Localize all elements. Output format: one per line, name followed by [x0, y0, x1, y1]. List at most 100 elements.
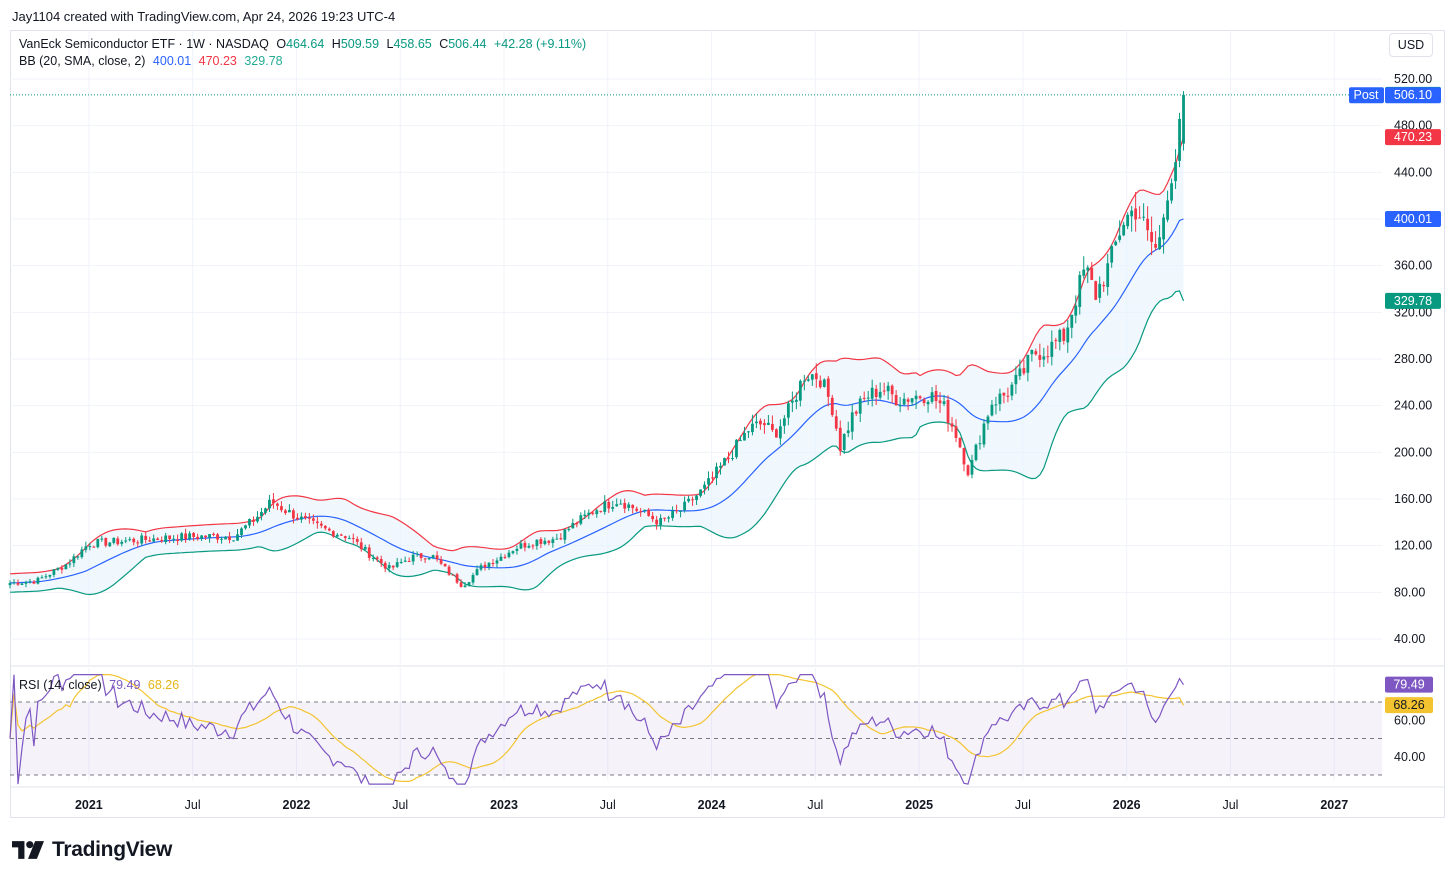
candle-body [20, 583, 24, 585]
candle-body [998, 393, 1002, 405]
candle-body [1078, 274, 1082, 307]
candle-body [232, 540, 235, 542]
candle-body [882, 390, 886, 392]
candle-body [1174, 162, 1177, 182]
candle-body [575, 523, 579, 525]
candle-body [335, 534, 339, 537]
candle-body [1094, 281, 1098, 300]
bb-upper-value: 470.23 [198, 54, 237, 68]
candle-body [1082, 269, 1086, 276]
candle-body [60, 567, 64, 570]
candle-body [671, 510, 675, 518]
candle-body [435, 555, 439, 560]
candle-body [451, 574, 455, 576]
price-tick-label: 40.00 [1394, 632, 1425, 646]
currency-button[interactable]: USD [1389, 33, 1433, 57]
time-tick-label: 2027 [1320, 798, 1348, 812]
candle-body [926, 401, 930, 405]
candle-body [367, 547, 371, 558]
candle-body [172, 538, 176, 540]
candle-body [1126, 214, 1130, 227]
candle-body [1162, 217, 1165, 240]
candle-body [92, 546, 96, 548]
candle-body [1030, 349, 1034, 355]
candle-body [719, 465, 722, 468]
candle-body [938, 400, 942, 404]
candle-body [507, 552, 511, 558]
price-tick-label: 280.00 [1394, 352, 1432, 366]
close-label: C [439, 37, 449, 51]
candle-body [104, 537, 108, 546]
candle-body [1090, 267, 1094, 280]
candle-body [1042, 356, 1046, 360]
candle-body [731, 458, 734, 460]
low-value: 458.65 [393, 37, 432, 51]
candle-body [870, 387, 874, 399]
candle-body [1002, 392, 1006, 396]
candle-body [256, 516, 259, 522]
post-tag-box [1349, 87, 1384, 104]
candle-body [1022, 368, 1026, 374]
symbol-legend[interactable]: VanEck Semiconductor ETF · 1W · NASDAQ O… [19, 37, 590, 51]
bb-label[interactable]: BB (20, SMA, close, 2) [19, 54, 146, 68]
candle-body [587, 512, 591, 516]
candle-body [978, 443, 982, 445]
candle-body [24, 581, 28, 584]
candle-body [755, 421, 758, 424]
candle-body [152, 538, 156, 542]
candle-body [922, 399, 926, 404]
candle-body [1010, 384, 1014, 396]
candle-body [72, 556, 76, 564]
candle-body [76, 556, 80, 558]
candle-body [834, 416, 838, 429]
candle-body [359, 542, 363, 550]
grid-layer [10, 30, 1445, 788]
candle-body [483, 564, 487, 568]
candle-body [1074, 305, 1078, 316]
rsi-label[interactable]: RSI (14, close) [19, 678, 102, 692]
candle-body [439, 559, 443, 564]
price-tick-label: 200.00 [1394, 445, 1432, 459]
rsi-value: 79.49 [109, 678, 141, 692]
candle-body [511, 551, 515, 554]
candle-body [180, 533, 184, 541]
candle-body [1054, 340, 1058, 342]
candle-body [531, 545, 535, 547]
candle-body [862, 397, 866, 399]
candle-body [886, 385, 890, 392]
candle-body [934, 390, 938, 402]
candle-body [395, 562, 399, 567]
open-value: 464.64 [286, 37, 325, 51]
candle-body [40, 577, 44, 579]
candle-body [52, 569, 56, 575]
candle-body [850, 412, 854, 432]
candle-body [387, 565, 391, 569]
rsi-legend[interactable]: RSI (14, close) 79.49 68.26 [19, 678, 183, 692]
candle-body [48, 574, 52, 577]
candle-body [1134, 208, 1138, 220]
candle-body [415, 553, 419, 555]
chart-frame[interactable] [10, 30, 1445, 818]
price-tag-box [1385, 292, 1441, 309]
candle-body [295, 517, 299, 520]
candle-body [663, 517, 667, 519]
candle-body [276, 503, 279, 506]
candle-body [691, 499, 694, 501]
candle-body [1154, 244, 1157, 248]
rsi-tick-label: 60.00 [1394, 713, 1425, 727]
candle-body [846, 430, 850, 434]
candle-body [319, 523, 323, 526]
rsi-tag-value: 68.26 [1393, 698, 1424, 712]
candle-body [383, 562, 387, 569]
candle-body [156, 538, 160, 541]
rsi-tag-box [1385, 697, 1433, 714]
candle-body [659, 517, 663, 526]
bb-legend[interactable]: BB (20, SMA, close, 2) 400.01 470.23 329… [19, 54, 287, 68]
candle-body [403, 560, 407, 562]
candle-body [443, 563, 447, 567]
candle-body [1158, 237, 1161, 250]
candle-body [687, 498, 690, 502]
candle-body [523, 542, 527, 548]
symbol-title[interactable]: VanEck Semiconductor ETF · 1W · NASDAQ [19, 37, 269, 51]
